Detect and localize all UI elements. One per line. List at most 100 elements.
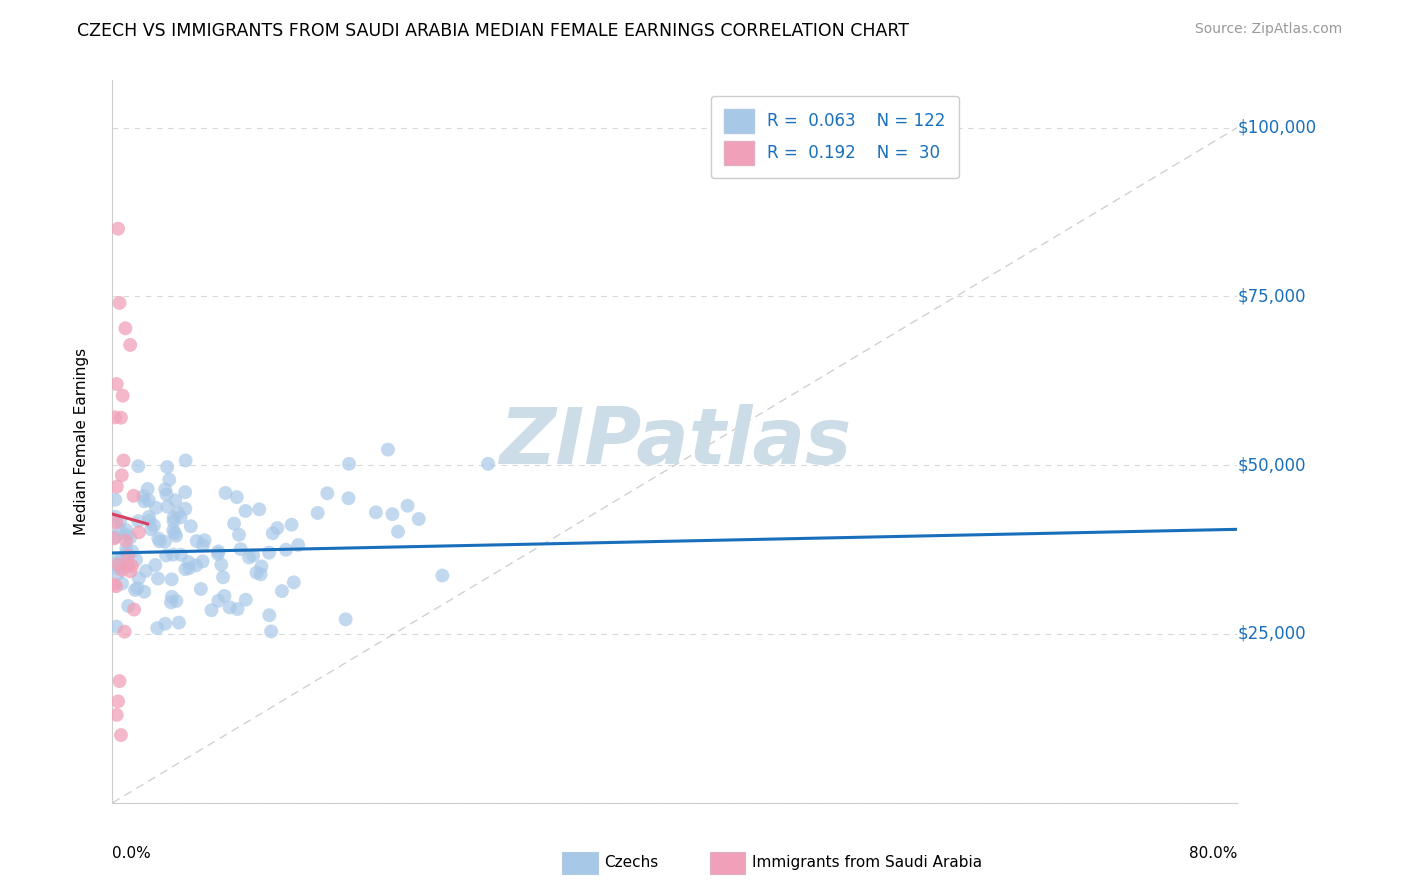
Point bbox=[136, 482, 159, 496]
Point bbox=[337, 457, 360, 471]
Point bbox=[162, 548, 184, 562]
Point bbox=[262, 526, 284, 541]
Point bbox=[274, 542, 297, 557]
Point bbox=[127, 514, 149, 528]
Point bbox=[190, 582, 212, 596]
Point bbox=[238, 550, 260, 565]
Text: $100,000: $100,000 bbox=[1237, 119, 1316, 136]
Point bbox=[224, 516, 246, 531]
Point bbox=[156, 500, 179, 514]
Point bbox=[103, 532, 125, 546]
Point bbox=[107, 694, 129, 708]
Point bbox=[207, 547, 229, 561]
Point bbox=[104, 530, 127, 544]
Point bbox=[117, 549, 139, 563]
Point bbox=[138, 509, 160, 524]
Point bbox=[105, 620, 128, 634]
Point bbox=[283, 575, 305, 590]
Point bbox=[174, 501, 197, 516]
Point bbox=[235, 504, 257, 518]
Point bbox=[105, 707, 128, 722]
Point bbox=[180, 519, 202, 533]
Point bbox=[226, 602, 249, 616]
Point bbox=[111, 576, 134, 591]
Point bbox=[432, 568, 454, 582]
Point bbox=[242, 549, 264, 563]
Point bbox=[260, 624, 283, 639]
Text: 0.0%: 0.0% bbox=[112, 847, 152, 861]
Point bbox=[120, 564, 142, 578]
Text: Source: ZipAtlas.com: Source: ZipAtlas.com bbox=[1195, 22, 1343, 37]
Point bbox=[335, 612, 357, 626]
Point bbox=[271, 584, 294, 599]
Point bbox=[117, 558, 139, 572]
Point bbox=[191, 538, 214, 552]
Point bbox=[139, 522, 162, 536]
Point bbox=[209, 558, 232, 572]
Point bbox=[387, 524, 409, 539]
Point bbox=[115, 533, 138, 548]
Point bbox=[316, 486, 339, 500]
Point bbox=[194, 533, 217, 548]
Point bbox=[143, 558, 166, 572]
Text: Immigrants from Saudi Arabia: Immigrants from Saudi Arabia bbox=[752, 855, 983, 870]
Point bbox=[170, 548, 193, 562]
Point bbox=[225, 490, 247, 504]
Point bbox=[191, 554, 214, 568]
Point bbox=[250, 559, 273, 574]
Point bbox=[127, 459, 149, 474]
Point bbox=[128, 525, 150, 540]
Text: 80.0%: 80.0% bbox=[1189, 847, 1237, 861]
Point bbox=[138, 514, 160, 528]
Point bbox=[117, 599, 139, 613]
Point bbox=[155, 549, 177, 563]
Point bbox=[162, 523, 184, 537]
Point bbox=[377, 442, 399, 457]
Point bbox=[105, 377, 128, 392]
Point bbox=[149, 534, 172, 549]
Point bbox=[107, 561, 129, 575]
Point bbox=[135, 564, 157, 578]
Point bbox=[111, 468, 134, 483]
Point bbox=[105, 579, 128, 593]
Point bbox=[111, 563, 134, 577]
Point bbox=[170, 510, 193, 524]
Point bbox=[155, 487, 177, 501]
Point bbox=[120, 338, 142, 352]
Point bbox=[122, 602, 145, 616]
Point bbox=[186, 534, 208, 549]
Point bbox=[120, 531, 142, 545]
Point bbox=[207, 594, 229, 608]
Point bbox=[111, 389, 134, 403]
Point bbox=[134, 494, 156, 508]
Point bbox=[115, 541, 138, 556]
Point bbox=[146, 572, 169, 586]
Legend: R =  0.063    N = 122, R =  0.192    N =  30: R = 0.063 N = 122, R = 0.192 N = 30 bbox=[710, 95, 959, 178]
Point bbox=[132, 489, 155, 503]
Point bbox=[228, 527, 250, 541]
Point bbox=[114, 624, 136, 639]
Point bbox=[103, 577, 125, 591]
Text: Czechs: Czechs bbox=[605, 855, 659, 870]
Point bbox=[167, 615, 190, 630]
Point bbox=[160, 573, 183, 587]
Y-axis label: Median Female Earnings: Median Female Earnings bbox=[75, 348, 89, 535]
Point bbox=[177, 555, 200, 569]
Point bbox=[142, 518, 165, 533]
Point bbox=[114, 321, 136, 335]
Point bbox=[108, 296, 131, 310]
Point bbox=[105, 516, 128, 530]
Point bbox=[148, 532, 170, 546]
Point bbox=[138, 493, 160, 508]
Point bbox=[364, 505, 387, 519]
Text: $25,000: $25,000 bbox=[1237, 625, 1306, 643]
Point bbox=[110, 728, 132, 742]
Point bbox=[122, 489, 145, 503]
Point bbox=[247, 502, 270, 516]
Point bbox=[160, 590, 183, 604]
Point bbox=[115, 523, 138, 537]
Point bbox=[160, 595, 183, 609]
Point bbox=[108, 551, 131, 566]
Point bbox=[108, 555, 131, 569]
Point bbox=[381, 507, 404, 521]
